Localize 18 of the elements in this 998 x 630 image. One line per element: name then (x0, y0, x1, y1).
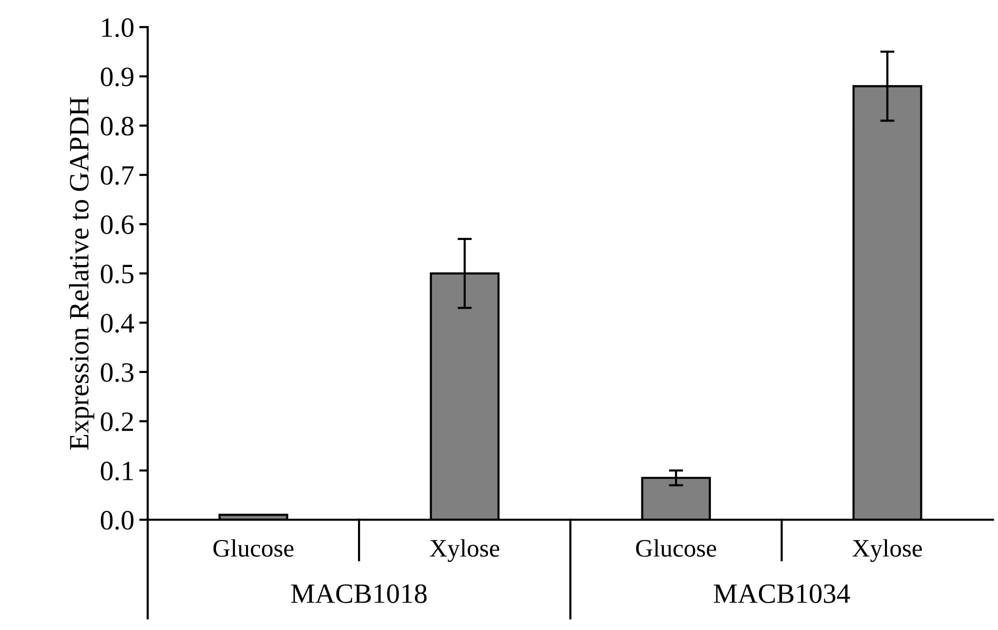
x-tick-label: Xylose (430, 539, 500, 562)
y-axis-title: Expression Relative to GAPDH (69, 97, 94, 450)
x-tick-label: Glucose (636, 539, 716, 557)
y-tick-label: 0.0 (100, 510, 134, 530)
x-tick-label: Xylose (852, 539, 922, 562)
y-tick-label: 0.9 (100, 68, 134, 86)
y-tick-label: 1.0 (102, 18, 134, 38)
text: MACB1034 (714, 584, 850, 604)
x-tick-label: Glucose (213, 539, 294, 557)
y-tick-label: 0.5 (100, 264, 134, 284)
y-tick-label: 0.8 (100, 116, 134, 136)
y-tick-label: 0.6 (100, 215, 134, 234)
text: MACB1018 (291, 584, 427, 604)
y-tick-label: 0.4 (100, 314, 134, 333)
y-tick-label: 0.7 (100, 166, 134, 185)
y-tick-label: 0.2 (100, 412, 133, 432)
y-tick-label: 0.1 (100, 462, 133, 481)
y-tick-label: 0.3 (100, 363, 134, 382)
